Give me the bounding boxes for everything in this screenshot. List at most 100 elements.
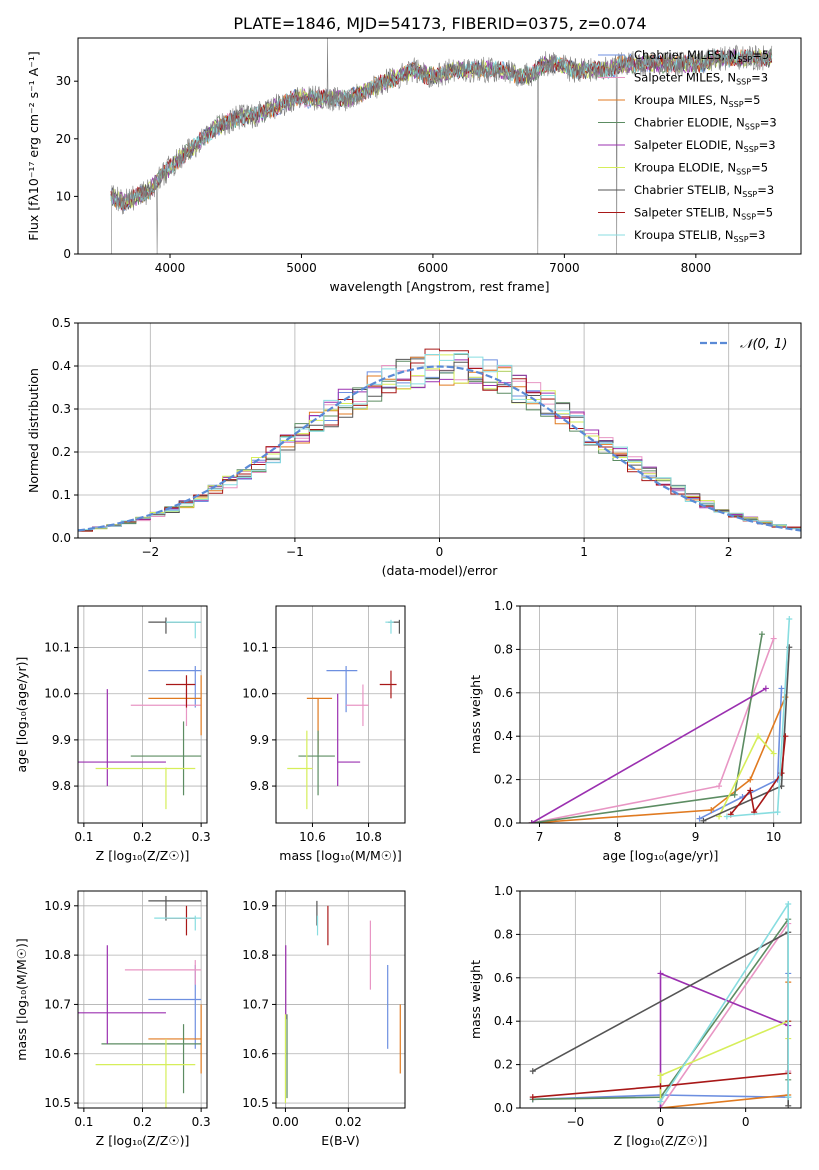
errorbar-point bbox=[130, 689, 202, 727]
x-axis-label: Z [log₁₀(Z/Z☉)] bbox=[614, 1133, 708, 1148]
weight-marker bbox=[657, 1083, 664, 1090]
y-tick-label: 10.9 bbox=[242, 899, 269, 913]
y-tick-label: 0.3 bbox=[52, 402, 71, 416]
errorbar-point bbox=[130, 721, 202, 796]
y-tick-label: 9.9 bbox=[250, 733, 269, 747]
legend-ssp: =5 bbox=[756, 206, 773, 220]
errorbar-point bbox=[326, 666, 358, 713]
x-tick-label: 6000 bbox=[418, 261, 449, 275]
axes-frame bbox=[275, 890, 406, 1109]
y-axis-label: Normed distribution bbox=[26, 368, 41, 493]
plot-area bbox=[520, 606, 801, 823]
y-tick-label: 20 bbox=[56, 132, 71, 146]
x-axis-label: (data-model)/error bbox=[382, 563, 499, 578]
legend-ssp: =3 bbox=[757, 183, 774, 197]
plot-area bbox=[276, 891, 405, 1108]
y-tick-label: 0.8 bbox=[494, 642, 513, 656]
legend-subscript: SSP bbox=[745, 123, 760, 132]
weight-marker bbox=[770, 750, 777, 757]
y-tick-label: 0.1 bbox=[52, 488, 71, 502]
legend-subscript: SSP bbox=[729, 100, 744, 109]
y-tick-label: 10 bbox=[56, 189, 71, 203]
errorbar-point bbox=[95, 1038, 196, 1108]
axes-frame bbox=[77, 605, 208, 824]
y-tick-label: 30 bbox=[56, 74, 71, 88]
x-tick-label: 10.6 bbox=[299, 830, 326, 844]
y-tick-label: 10.5 bbox=[242, 1096, 269, 1110]
x-tick-label: 0.3 bbox=[192, 830, 211, 844]
weight-marker bbox=[755, 733, 762, 740]
x-tick-label: 7 bbox=[536, 830, 544, 844]
legend-ssp: =5 bbox=[752, 48, 769, 62]
x-tick-label: −2 bbox=[141, 545, 159, 559]
x-axis-label: E(B-V) bbox=[321, 1133, 360, 1148]
plot-area bbox=[276, 606, 405, 823]
errorbar-point bbox=[148, 1004, 202, 1074]
weight-line-kroupa_miles bbox=[660, 982, 789, 1108]
x-tick-label: −1 bbox=[286, 545, 304, 559]
x-tick-label: 2 bbox=[725, 545, 733, 559]
y-tick-label: 9.8 bbox=[52, 779, 71, 793]
y-tick-label: 1.0 bbox=[494, 884, 513, 898]
spectrum-data bbox=[110, 38, 773, 254]
weight-marker bbox=[782, 733, 789, 740]
plot-area bbox=[110, 38, 773, 254]
panel-spectrum: 4000 5000 6000 7000 8000 0 10 20 30 wavelength [A… bbox=[26, 37, 802, 294]
errorbar-point bbox=[148, 964, 202, 1049]
panel-weight_vs_Z: −0 0 0 0.0 0.2 0.4 0.6 0.8 1.0 Z [log₁₀(Z/Z☉)] mas… bbox=[468, 884, 802, 1148]
legend-entry: Chabrier MILES, NSSP=5 bbox=[634, 48, 769, 64]
y-tick-label: 0.0 bbox=[494, 1101, 513, 1115]
legend-ssp: =3 bbox=[759, 138, 776, 152]
y-tick-label: 9.9 bbox=[52, 733, 71, 747]
y-axis-label: mass [log₁₀(M/M☉)] bbox=[14, 938, 29, 1060]
x-tick-label: 0.1 bbox=[74, 1115, 93, 1129]
y-tick-label: 10.0 bbox=[44, 687, 71, 701]
errorbar-point bbox=[148, 617, 202, 634]
x-axis-label: Z [log₁₀(Z/Z☉)] bbox=[96, 1133, 190, 1148]
weight-marker bbox=[657, 1105, 664, 1108]
weight-marker bbox=[778, 685, 785, 692]
x-tick-label: 8000 bbox=[681, 261, 712, 275]
x-tick-label: 10.8 bbox=[355, 830, 382, 844]
legend-entry: Kroupa STELIB, NSSP=3 bbox=[634, 228, 765, 244]
legend-subscript: SSP bbox=[736, 168, 751, 177]
weight-line-salpeter_elodie bbox=[659, 972, 789, 1108]
weight-marker bbox=[716, 783, 723, 790]
y-tick-label: 0.6 bbox=[494, 971, 513, 985]
x-tick-label: 0.2 bbox=[133, 830, 152, 844]
legend-entry: Salpeter ELODIE, NSSP=3 bbox=[634, 138, 776, 154]
legend-ssp: =5 bbox=[751, 161, 768, 175]
y-tick-label: 0.6 bbox=[494, 686, 513, 700]
y-tick-label: 10.7 bbox=[44, 997, 71, 1011]
errorbar-point bbox=[165, 675, 196, 708]
panel-age_vs_mass: 10.6 10.8 9.8 9.9 10.0 10.1 mass [log₁₀(M/M☉)] bbox=[242, 605, 406, 863]
legend-subscript: SSP bbox=[742, 190, 757, 199]
weight-marker bbox=[696, 815, 703, 822]
axes-frame bbox=[519, 890, 802, 1109]
x-axis-label: age [log₁₀(age/yr)] bbox=[603, 848, 719, 863]
axes-frame bbox=[77, 37, 802, 255]
legend-entry: Kroupa MILES, NSSP=5 bbox=[634, 93, 760, 109]
weight-marker bbox=[786, 616, 793, 623]
errorbar-point bbox=[154, 915, 202, 931]
y-tick-label: 0.2 bbox=[494, 1058, 513, 1072]
x-tick-label: 10 bbox=[766, 830, 781, 844]
weight-marker bbox=[529, 1094, 536, 1101]
errorbar-point bbox=[287, 730, 313, 810]
errorbar-point bbox=[101, 1024, 202, 1094]
errorbar-point bbox=[165, 621, 202, 639]
errorbar-point bbox=[306, 697, 333, 754]
y-tick-label: 0.4 bbox=[494, 1014, 513, 1028]
x-tick-label: 0.2 bbox=[133, 1115, 152, 1129]
weight-line-chabrier_elodie bbox=[531, 634, 763, 823]
x-tick-label: 0.00 bbox=[272, 1115, 299, 1129]
errorbar-point bbox=[78, 945, 166, 1044]
weight-marker bbox=[657, 970, 664, 977]
x-tick-label: 1 bbox=[580, 545, 588, 559]
panel-mass_vs_ebv: 0.00 0.02 10.5 10.6 10.7 10.8 10.9 E(B-V) bbox=[242, 890, 406, 1148]
errorbar-point bbox=[385, 619, 394, 634]
y-axis-label: Flux [fλ10⁻¹⁷ erg cm⁻² s⁻¹ A⁻¹] bbox=[26, 51, 41, 240]
axes-frame bbox=[519, 605, 802, 824]
weight-marker bbox=[770, 635, 777, 642]
